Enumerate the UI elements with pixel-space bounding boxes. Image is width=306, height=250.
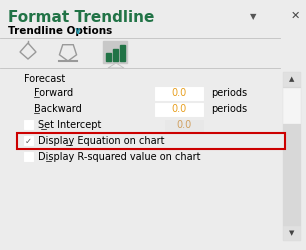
Text: periods: periods — [211, 104, 247, 114]
Text: 0.0: 0.0 — [176, 120, 192, 130]
Bar — [24, 120, 33, 129]
Bar — [113, 49, 118, 61]
Text: Display R-squared value on chart: Display R-squared value on chart — [38, 152, 200, 162]
Bar — [120, 45, 125, 61]
Bar — [17, 133, 285, 149]
Text: Forward: Forward — [34, 88, 73, 98]
Text: 0.0: 0.0 — [171, 104, 187, 114]
Text: ∨: ∨ — [74, 26, 82, 36]
Bar — [106, 53, 111, 61]
Text: Format Trendline: Format Trendline — [8, 10, 154, 24]
Text: ✓: ✓ — [25, 136, 32, 145]
Bar — [283, 88, 300, 123]
Text: ▲: ▲ — [289, 76, 294, 82]
Bar — [103, 41, 127, 63]
Bar — [24, 136, 33, 145]
Text: ✕: ✕ — [290, 11, 300, 21]
Text: ▼: ▼ — [250, 12, 256, 22]
Text: 0.0: 0.0 — [171, 88, 187, 98]
Text: Trendline Options: Trendline Options — [8, 26, 112, 36]
Bar — [155, 103, 203, 116]
Text: ▼: ▼ — [289, 230, 294, 236]
Bar — [165, 120, 203, 132]
Polygon shape — [108, 63, 124, 68]
Bar — [283, 72, 300, 240]
Bar — [283, 72, 300, 86]
Text: Display Equation on chart: Display Equation on chart — [38, 136, 165, 146]
Bar — [155, 87, 203, 100]
Text: Backward: Backward — [34, 104, 82, 114]
Text: Set Intercept: Set Intercept — [38, 120, 101, 130]
Text: periods: periods — [211, 88, 247, 98]
Bar — [283, 226, 300, 240]
Text: Forecast: Forecast — [24, 74, 65, 84]
Bar — [24, 152, 33, 161]
